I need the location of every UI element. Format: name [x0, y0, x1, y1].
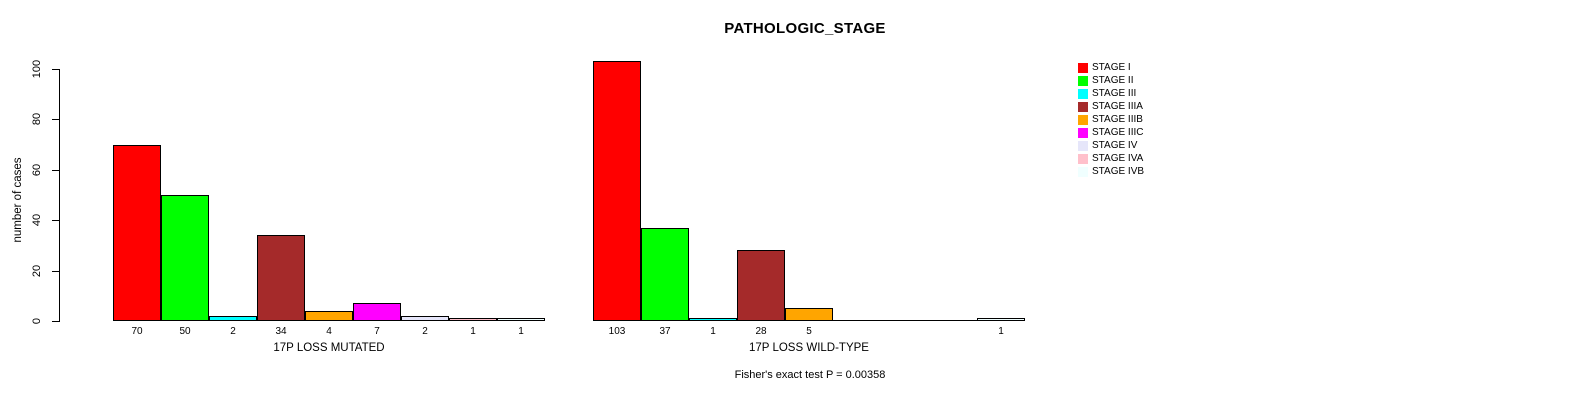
legend-item-stage-i: STAGE I — [1078, 61, 1131, 74]
legend-swatch-stage-i — [1078, 62, 1088, 73]
bar-17p-loss-wild-type-stage-iva — [929, 320, 977, 321]
y-axis-tick — [52, 271, 60, 272]
y-axis-tick — [52, 69, 60, 70]
legend-swatch-stage-iv — [1078, 140, 1088, 151]
legend-label: STAGE IIIB — [1092, 114, 1143, 125]
bar-17p-loss-wild-type-stage-iii — [689, 318, 737, 321]
bar-17p-loss-wild-type-stage-iiic — [833, 320, 881, 321]
legend-label: STAGE IV — [1092, 140, 1138, 151]
bar-17p-loss-mutated-stage-iiib — [305, 311, 353, 321]
bar-value-label: 1 — [518, 326, 524, 337]
legend-label: STAGE IVB — [1092, 166, 1145, 177]
legend-item-stage-iv: STAGE IV — [1078, 139, 1137, 152]
legend-label: STAGE II — [1092, 75, 1134, 86]
legend-swatch-stage-iii — [1078, 88, 1088, 99]
y-axis-tick — [52, 119, 60, 120]
bar-17p-loss-mutated-stage-ivb — [497, 318, 545, 321]
legend-label: STAGE IIIA — [1092, 101, 1143, 112]
bar-17p-loss-wild-type-stage-iiia — [737, 250, 785, 321]
y-axis-tick — [52, 170, 60, 171]
bar-value-label: 2 — [422, 326, 428, 337]
bar-value-label: 4 — [326, 326, 332, 337]
bar-value-label: 5 — [806, 326, 812, 337]
y-axis-tick-label: 80 — [31, 112, 43, 126]
legend-swatch-stage-ii — [1078, 75, 1088, 86]
y-axis-line — [59, 69, 60, 322]
bar-17p-loss-mutated-stage-iiic — [353, 303, 401, 321]
bar-value-label: 1 — [710, 326, 716, 337]
y-axis-tick-label: 20 — [31, 264, 43, 278]
bar-17p-loss-mutated-stage-iiia — [257, 235, 305, 321]
bar-17p-loss-mutated-stage-iva — [449, 318, 497, 321]
legend-item-stage-iiib: STAGE IIIB — [1078, 113, 1143, 126]
bar-17p-loss-mutated-stage-i — [113, 145, 161, 321]
legend-item-stage-iva: STAGE IVA — [1078, 152, 1143, 165]
bar-17p-loss-mutated-stage-iii — [209, 316, 257, 321]
legend-label: STAGE IIIC — [1092, 127, 1144, 138]
bar-17p-loss-wild-type-stage-iv — [881, 320, 929, 321]
bar-value-label: 2 — [230, 326, 236, 337]
y-axis-tick-label: 60 — [31, 163, 43, 177]
x-axis-label-17p-loss-mutated: 17P LOSS MUTATED — [273, 342, 385, 354]
legend-item-stage-iii: STAGE III — [1078, 87, 1136, 100]
legend-label: STAGE III — [1092, 88, 1137, 99]
y-axis-tick-label: 0 — [31, 317, 43, 325]
bar-value-label: 1 — [998, 326, 1004, 337]
y-axis-tick-label: 100 — [31, 59, 43, 79]
bar-value-label: 103 — [608, 326, 626, 337]
bar-value-label: 28 — [755, 326, 767, 337]
bar-value-label: 50 — [179, 326, 191, 337]
bar-value-label: 1 — [470, 326, 476, 337]
legend-item-stage-ii: STAGE II — [1078, 74, 1134, 87]
x-axis-label-17p-loss-wild-type: 17P LOSS WILD-TYPE — [749, 342, 869, 354]
bar-17p-loss-mutated-stage-iv — [401, 316, 449, 321]
legend-swatch-stage-iiia — [1078, 101, 1088, 112]
bar-value-label: 37 — [659, 326, 671, 337]
y-axis-tick — [52, 321, 60, 322]
legend-label: STAGE I — [1092, 62, 1131, 73]
y-axis-tick — [52, 220, 60, 221]
bar-17p-loss-mutated-stage-ii — [161, 195, 209, 321]
legend-swatch-stage-ivb — [1078, 166, 1088, 177]
legend-item-stage-iiic: STAGE IIIC — [1078, 126, 1144, 139]
legend-item-stage-iiia: STAGE IIIA — [1078, 100, 1143, 113]
y-axis-label: number of cases — [12, 157, 24, 243]
bar-17p-loss-wild-type-stage-ii — [641, 228, 689, 321]
fisher-test-annotation: Fisher's exact test P = 0.00358 — [734, 369, 886, 381]
legend-item-stage-ivb: STAGE IVB — [1078, 165, 1144, 178]
legend-swatch-stage-iiib — [1078, 114, 1088, 125]
legend-swatch-stage-iiic — [1078, 127, 1088, 138]
legend-label: STAGE IVA — [1092, 153, 1144, 164]
chart-title: PATHOLOGIC_STAGE — [724, 20, 886, 37]
bar-value-label: 7 — [374, 326, 380, 337]
bar-value-label: 34 — [275, 326, 287, 337]
bar-17p-loss-wild-type-stage-iiib — [785, 308, 833, 321]
legend-swatch-stage-iva — [1078, 153, 1088, 164]
y-axis-tick-label: 40 — [31, 213, 43, 227]
bar-value-label: 70 — [131, 326, 143, 337]
bar-17p-loss-wild-type-stage-i — [593, 61, 641, 321]
bar-17p-loss-wild-type-stage-ivb — [977, 318, 1025, 321]
